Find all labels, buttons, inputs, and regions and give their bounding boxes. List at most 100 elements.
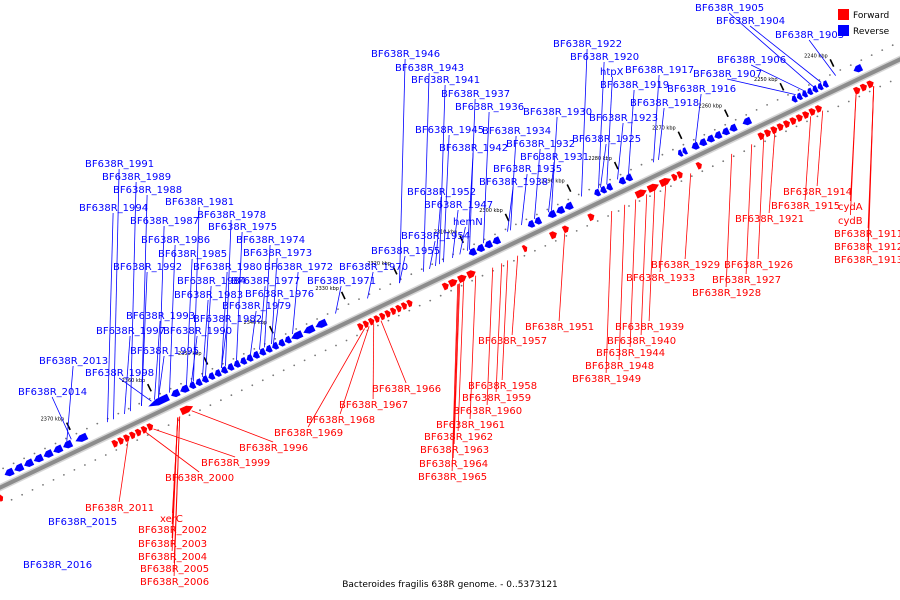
baseline-dot bbox=[858, 95, 861, 98]
reverse-gene-label: BF638R_1976 bbox=[245, 289, 314, 300]
baseline-dot bbox=[471, 279, 473, 282]
baseline-dot bbox=[638, 200, 641, 202]
scale-tick-label: 2370 kbp bbox=[41, 417, 65, 423]
reverse-gene-arrow bbox=[691, 141, 700, 150]
scale-tick bbox=[829, 59, 835, 67]
reverse-gene-label: hemN bbox=[453, 217, 483, 228]
baseline-dot bbox=[117, 412, 120, 415]
baseline-dot bbox=[326, 313, 329, 315]
forward-gene-label: BF638R_1948 bbox=[585, 361, 654, 372]
baseline-dot bbox=[86, 427, 88, 430]
forward-gene-label: BF638R_1914 bbox=[783, 187, 852, 198]
genome-backbone bbox=[0, 55, 900, 492]
baseline-dot bbox=[232, 358, 235, 360]
baseline-dot bbox=[441, 258, 444, 261]
leader-line bbox=[423, 72, 430, 272]
forward-gene-label: BF638R_1962 bbox=[424, 432, 493, 443]
baseline-dot bbox=[240, 389, 243, 392]
baseline-dot bbox=[261, 379, 264, 382]
forward-gene-arrow bbox=[179, 405, 194, 416]
leader-line bbox=[202, 299, 209, 377]
reverse-gene-arrow bbox=[547, 209, 557, 218]
legend-forward-label: Forward bbox=[853, 11, 889, 21]
baseline-dot bbox=[159, 392, 162, 395]
reverse-gene-arrow bbox=[253, 350, 261, 359]
reverse-gene-arrow bbox=[853, 64, 864, 73]
reverse-gene-label: BF638R_2016 bbox=[23, 560, 92, 571]
baseline-dot bbox=[115, 449, 118, 451]
reverse-gene-label: BF638R_1955 bbox=[371, 246, 440, 257]
baseline-dot bbox=[546, 208, 549, 211]
baseline-dot bbox=[891, 44, 894, 47]
scale-tick-label: 2250 kbp bbox=[754, 77, 778, 83]
baseline-dot bbox=[661, 153, 664, 156]
leader-line bbox=[816, 110, 824, 187]
forward-gene-arrow bbox=[406, 299, 413, 308]
leader-line bbox=[640, 194, 648, 336]
reverse-gene-arrow bbox=[53, 444, 64, 454]
reverse-gene-label: BF638R_1946 bbox=[371, 49, 440, 60]
reverse-gene-label: BF638R_1918 bbox=[630, 98, 699, 109]
reverse-gene-arrow bbox=[796, 92, 803, 101]
reverse-gene-label: BF638R_1954 bbox=[401, 231, 470, 242]
scale-tick bbox=[779, 82, 785, 91]
forward-gene-arrow bbox=[123, 434, 130, 442]
scale-tick-label: 2330 kbp bbox=[315, 286, 339, 292]
backbone-line bbox=[0, 57, 900, 490]
forward-gene-arrow bbox=[378, 312, 386, 321]
forward-gene-label: BF638R_1999 bbox=[201, 458, 270, 469]
reverse-gene-arrow bbox=[14, 463, 25, 472]
leader-line bbox=[867, 86, 875, 255]
leader-line bbox=[768, 133, 776, 214]
gene-labels: BF638R_1903 BF638R_1904 BF638R_1905 BF638R_… bbox=[18, 3, 900, 588]
leader-line bbox=[439, 84, 446, 265]
baseline-dot bbox=[513, 259, 515, 262]
baseline-dot bbox=[284, 333, 287, 335]
scale-tick bbox=[392, 266, 398, 275]
reverse-gene-label: BF638R_2014 bbox=[18, 387, 87, 398]
reverse-gene-label: BF638R_1975 bbox=[208, 222, 277, 233]
baseline-dot bbox=[305, 323, 308, 325]
baseline-dot bbox=[94, 459, 97, 461]
reverse-gene-arrow bbox=[484, 240, 494, 249]
baseline-dot bbox=[314, 354, 316, 357]
forward-gene-label: BF638R_1996 bbox=[239, 443, 308, 454]
reverse-gene-label: BF638R_1985 bbox=[158, 249, 227, 260]
leader-line bbox=[191, 410, 274, 443]
forward-gene-label: BF638R_1969 bbox=[274, 428, 343, 439]
forward-gene-label: BF638R_1928 bbox=[692, 288, 761, 299]
baseline-dot bbox=[868, 90, 871, 93]
leader-line bbox=[372, 324, 375, 400]
reverse-gene-arrow bbox=[221, 366, 229, 374]
baseline-dot bbox=[713, 128, 716, 131]
leader-line bbox=[501, 260, 509, 381]
scale-tick bbox=[723, 109, 729, 118]
leader-line bbox=[521, 173, 528, 226]
baseline-dot bbox=[889, 80, 892, 83]
forward-gene-arrow bbox=[853, 86, 861, 95]
baseline-dot bbox=[609, 178, 611, 181]
scale-tick-label: 2240 kbp bbox=[804, 53, 828, 59]
leader-line bbox=[221, 271, 228, 368]
scale-tick bbox=[566, 184, 572, 193]
baseline-dot bbox=[335, 344, 337, 347]
baseline-dot bbox=[274, 338, 277, 340]
leader-line bbox=[193, 206, 200, 382]
leader-line bbox=[507, 186, 514, 232]
baseline-dot bbox=[84, 464, 86, 466]
leader-line bbox=[808, 39, 837, 76]
scale-tick-label: 2310 kbp bbox=[434, 230, 458, 236]
forward-gene-label: BF638R_1926 bbox=[724, 260, 793, 271]
reverse-gene-label: BF638R_1986 bbox=[141, 235, 210, 246]
forward-gene-arrow bbox=[763, 129, 771, 138]
forward-gene-arrow bbox=[400, 302, 407, 310]
reverse-gene-label: BF638R_1981 bbox=[165, 197, 234, 208]
leader-line bbox=[469, 275, 477, 420]
leader-line bbox=[558, 233, 566, 322]
baseline-dot bbox=[525, 218, 528, 221]
leader-line bbox=[158, 225, 165, 398]
baseline-dot bbox=[167, 424, 170, 426]
forward-gene-label: BF638R_1944 bbox=[596, 348, 665, 359]
reverse-gene-label: BF638R_1947 bbox=[424, 200, 493, 211]
leader-line bbox=[250, 310, 257, 355]
